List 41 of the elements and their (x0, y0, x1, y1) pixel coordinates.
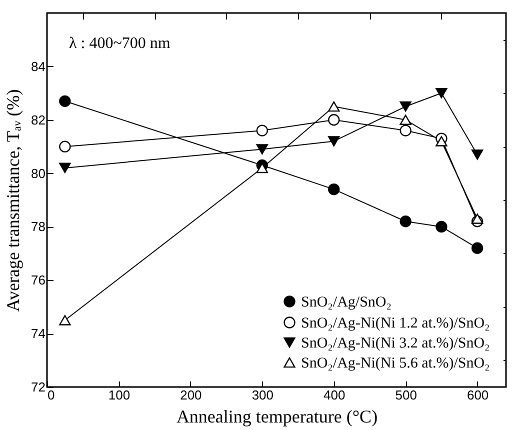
y-tick-label: 82 (31, 112, 46, 128)
x-tick-label: 200 (180, 388, 202, 402)
point (59, 315, 71, 326)
point (436, 220, 448, 233)
point (328, 114, 340, 126)
x-tick-label: 600 (466, 388, 489, 402)
point (328, 101, 340, 112)
point (400, 101, 412, 112)
x-tick-label: 300 (252, 388, 274, 402)
legend-label: SnO₂/Ag-Ni(Ni 3.2 at.%)/SnO₂ (301, 336, 490, 352)
point (59, 140, 71, 152)
point (436, 88, 448, 98)
x-axis-title: Annealing temperature (°C) (176, 406, 378, 426)
point (256, 124, 268, 136)
y-tick-label: 80 (31, 166, 46, 181)
point (328, 183, 340, 196)
x-tick-label: 500 (395, 388, 417, 402)
legend-label: SnO₂/Ag-Ni(Ni 5.6 at.%)/SnO₂ (301, 356, 490, 372)
point (471, 214, 484, 224)
y-tick-label: 72 (31, 380, 46, 394)
annotation: λ : 400~700 nm (69, 35, 171, 52)
y-tick-label: 84 (31, 58, 46, 74)
y-tick-label: 76 (31, 272, 46, 288)
point (328, 136, 340, 146)
point (471, 149, 484, 160)
point (436, 136, 448, 146)
point (400, 114, 412, 125)
point (471, 242, 484, 254)
x-tick-label: 100 (108, 388, 130, 402)
y-axis-title: Average transmittance, Tₐᵥ (%) (3, 89, 24, 312)
point (256, 144, 268, 154)
y-tick-label: 78 (31, 219, 46, 234)
point (400, 124, 412, 136)
legend-label: SnO₂/Ag/SnO₂ (301, 294, 392, 310)
x-tick-label: 0 (48, 388, 55, 402)
legend-label: SnO₂/Ag-Ni(Ni 1.2 at.%)/SnO₂ (301, 316, 490, 332)
point (400, 216, 412, 228)
x-tick-label: 400 (324, 388, 346, 402)
point (59, 95, 71, 107)
point (59, 162, 71, 174)
y-tick-label: 74 (31, 326, 46, 342)
